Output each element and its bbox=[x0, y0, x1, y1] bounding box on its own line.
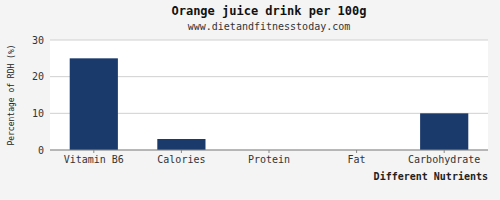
x-tick-label: Calories bbox=[157, 154, 205, 165]
x-tick bbox=[444, 150, 445, 153]
x-tick-label: Fat bbox=[348, 154, 366, 165]
x-tick bbox=[356, 150, 357, 153]
bar bbox=[420, 113, 468, 150]
background bbox=[0, 0, 500, 200]
y-axis-label: Percentage of RDH (%) bbox=[7, 44, 16, 145]
x-tick-label: Protein bbox=[248, 154, 290, 165]
bars bbox=[70, 58, 469, 150]
y-tick-label: 0 bbox=[38, 145, 44, 156]
grid-line bbox=[50, 40, 488, 41]
chart-container: 0 10 20 30 Vitamin B6 Calories Protein Fat Carbo… bbox=[0, 0, 500, 200]
x-tick-label: Carbohydrate bbox=[408, 154, 480, 165]
x-tick-label: Vitamin B6 bbox=[64, 154, 124, 165]
bar bbox=[70, 58, 118, 150]
bar bbox=[157, 139, 205, 150]
y-tick-label: 30 bbox=[32, 35, 44, 46]
x-axis-label: Different Nutrients bbox=[374, 171, 488, 182]
y-tick-label: 10 bbox=[32, 108, 44, 119]
subtitle: www.dietandfitnesstoday.com bbox=[188, 21, 351, 32]
x-tick bbox=[269, 150, 270, 153]
x-tick bbox=[181, 150, 182, 153]
chart-svg: 0 10 20 30 Vitamin B6 Calories Protein Fat Carbo… bbox=[0, 0, 500, 200]
title: Orange juice drink per 100g bbox=[171, 4, 366, 18]
x-tick bbox=[93, 150, 94, 153]
y-tick-label: 20 bbox=[32, 71, 44, 82]
plot-background bbox=[50, 40, 488, 150]
